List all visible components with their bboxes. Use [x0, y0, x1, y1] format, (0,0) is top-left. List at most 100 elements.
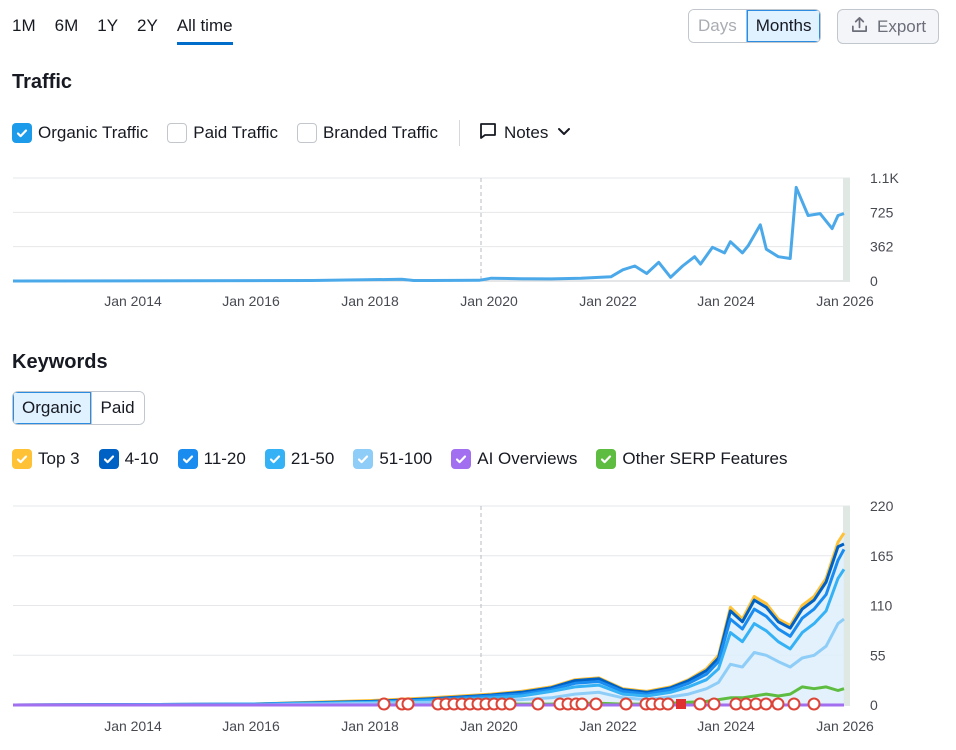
y-tick-label: 220 — [870, 498, 894, 514]
legend-label: 11-20 — [203, 449, 246, 468]
x-tick-label: Jan 2020 — [460, 718, 518, 734]
paid-button[interactable]: Paid — [90, 392, 144, 424]
organic-button[interactable]: Organic — [13, 392, 91, 424]
google-update-icon — [771, 697, 785, 711]
legend-11-20[interactable]: 11-20 — [177, 449, 246, 469]
checkbox-checked-icon — [98, 449, 119, 469]
legend-divider — [458, 120, 460, 146]
legend-label: Paid Traffic — [193, 123, 278, 142]
current-period-shade — [843, 506, 850, 705]
range-tab-1y[interactable]: 1Y — [97, 16, 119, 35]
google-update-icon — [759, 697, 773, 711]
checkbox-checked-icon — [353, 449, 374, 469]
legend-51-100[interactable]: 51-100 — [353, 449, 432, 469]
range-tabs: 1M 6M 1Y 2Y All time — [12, 14, 252, 45]
legend-4-10[interactable]: 4-10 — [98, 449, 159, 469]
google-update-icon — [807, 697, 821, 711]
keywords-chart: 220 165 110 55 0 Jan 2014 Jan 2016 Jan 2018 Jan … — [12, 498, 894, 734]
y-tick-label: 55 — [870, 647, 886, 663]
flag-icon — [676, 699, 686, 709]
legend-label: Other SERP Features — [622, 449, 788, 468]
google-update-icon — [401, 697, 415, 711]
traffic-legend: Organic Traffic Paid Traffic Branded Tra… — [12, 120, 574, 146]
range-tab-2y[interactable]: 2Y — [137, 16, 158, 35]
checkbox-checked-icon — [177, 449, 198, 469]
x-tick-label: Jan 2020 — [460, 293, 518, 309]
notes-label: Notes — [503, 123, 549, 142]
checkbox-checked-icon — [12, 123, 32, 143]
legend-label: 21-50 — [290, 449, 335, 468]
legend-21-50[interactable]: 21-50 — [264, 449, 335, 469]
unit-toggle: Days Months — [688, 9, 822, 43]
google-update-icon — [377, 697, 391, 711]
google-update-icon — [787, 697, 801, 711]
y-tick-label: 0 — [870, 697, 878, 713]
checkbox-empty-icon — [296, 123, 317, 143]
legend-label: Branded Traffic — [322, 123, 438, 142]
range-tab-1m[interactable]: 1M — [12, 16, 36, 35]
legend-label: AI Overviews — [477, 449, 578, 468]
legend-branded-traffic[interactable]: Branded Traffic — [296, 123, 438, 143]
months-button[interactable]: Months — [745, 10, 821, 42]
x-tick-label: Jan 2016 — [222, 718, 280, 734]
google-update-icon — [531, 697, 545, 711]
checkbox-empty-icon — [167, 123, 188, 143]
y-tick-label: 362 — [870, 239, 894, 255]
traffic-title: Traffic — [12, 71, 73, 93]
x-tick-label: Jan 2014 — [104, 293, 162, 309]
upload-icon — [850, 15, 869, 39]
y-tick-label: 0 — [870, 273, 878, 289]
legend-label: 4-10 — [124, 449, 159, 468]
legend-label: Top 3 — [38, 449, 80, 468]
legend-top-3[interactable]: Top 3 — [12, 449, 80, 469]
keywords-toggle: Organic Paid — [12, 391, 145, 425]
checkbox-checked-icon — [451, 449, 472, 469]
legend-other-serp-features[interactable]: Other SERP Features — [596, 449, 787, 469]
checkbox-checked-icon — [596, 449, 617, 469]
google-update-icon — [589, 697, 603, 711]
keywords-title: Keywords — [12, 351, 108, 373]
checkbox-checked-icon — [264, 449, 285, 469]
chevron-down-icon — [554, 121, 574, 146]
x-tick-label: Jan 2026 — [816, 718, 874, 734]
google-update-icon — [707, 697, 721, 711]
export-label: Export — [877, 16, 927, 36]
organic-traffic-line — [12, 185, 845, 283]
google-update-icon — [693, 697, 707, 711]
legend-paid-traffic[interactable]: Paid Traffic — [167, 123, 278, 143]
series-line-21-50 — [12, 568, 846, 707]
y-tick-label: 725 — [870, 204, 894, 220]
y-tick-label: 110 — [870, 598, 893, 614]
series-line-11-20 — [12, 548, 846, 707]
range-tab-all-time[interactable]: All time — [176, 14, 233, 45]
keywords-area-fill — [13, 533, 844, 705]
x-tick-label: Jan 2022 — [579, 293, 637, 309]
x-tick-label: Jan 2018 — [341, 293, 399, 309]
x-tick-label: Jan 2018 — [341, 718, 399, 734]
export-button[interactable]: Export — [837, 9, 940, 44]
y-tick-label: 165 — [870, 548, 894, 564]
notes-dropdown[interactable]: Notes — [478, 121, 574, 146]
legend-organic-traffic[interactable]: Organic Traffic — [12, 123, 148, 143]
google-update-icon — [619, 697, 633, 711]
x-tick-label: Jan 2022 — [579, 718, 637, 734]
x-tick-label: Jan 2024 — [697, 293, 755, 309]
checkbox-checked-icon — [12, 449, 32, 469]
comment-icon — [478, 121, 498, 146]
legend-label: Organic Traffic — [38, 123, 149, 142]
x-tick-label: Jan 2024 — [697, 718, 755, 734]
x-tick-label: Jan 2016 — [222, 293, 280, 309]
keywords-legend: Top 3 4-10 11-20 21-50 51-100 AI Overviews Oth… — [12, 449, 806, 469]
legend-ai-overviews[interactable]: AI Overviews — [451, 449, 577, 469]
y-tick-label: 1.1K — [870, 170, 899, 186]
range-tab-6m[interactable]: 6M — [54, 16, 79, 35]
current-period-shade — [843, 178, 850, 281]
traffic-chart: 1.1K 725 362 0 Jan 2014 Jan 2016 Jan 2018 Jan 2… — [12, 170, 899, 309]
x-tick-label: Jan 2014 — [104, 718, 162, 734]
days-button[interactable]: Days — [689, 10, 746, 42]
google-update-icon — [575, 697, 589, 711]
legend-label: 51-100 — [379, 449, 433, 468]
google-update-icon — [503, 697, 517, 711]
x-tick-label: Jan 2026 — [816, 293, 874, 309]
google-update-icon — [661, 697, 675, 711]
